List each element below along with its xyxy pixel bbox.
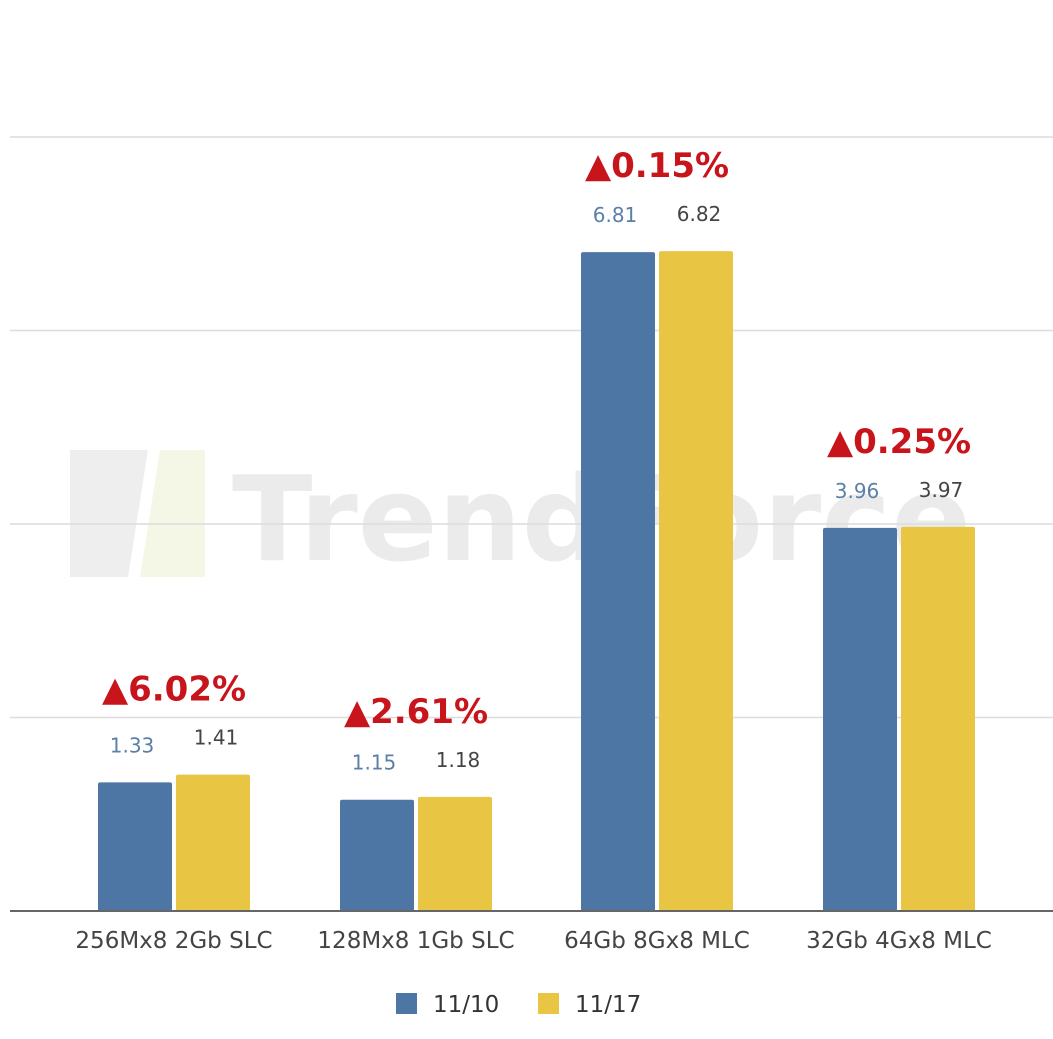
bar (98, 782, 172, 911)
legend-label: 11/10 (433, 992, 499, 1018)
change-label: ▲0.15% (585, 146, 729, 186)
legend-swatch (538, 993, 559, 1014)
bar (418, 796, 492, 911)
data-label: 1.33 (110, 733, 155, 757)
change-label: ▲6.02% (102, 670, 246, 710)
bar (659, 251, 733, 912)
data-label: 1.18 (436, 748, 481, 772)
change-label: ▲2.61% (344, 692, 488, 732)
bar (823, 527, 897, 911)
data-label: 1.15 (352, 751, 397, 775)
data-label: 6.81 (593, 203, 638, 227)
change-label: ▲0.25% (827, 422, 971, 462)
bar (581, 252, 655, 911)
legend-swatch (396, 993, 417, 1014)
bar (901, 526, 975, 911)
x-tick-label: 32Gb 4Gx8 MLC (806, 928, 992, 954)
x-tick-label: 64Gb 8Gx8 MLC (564, 928, 750, 954)
data-label: 3.96 (835, 479, 880, 503)
bar (340, 799, 414, 911)
bar (176, 774, 250, 911)
watermark-logo-right (140, 450, 205, 577)
data-label: 1.41 (194, 726, 239, 750)
data-label: 3.97 (919, 478, 964, 502)
watermark-logo-left (70, 450, 148, 577)
x-tick-label: 256Mx8 2Gb SLC (75, 928, 272, 954)
legend-label: 11/17 (575, 992, 641, 1018)
x-tick-label: 128Mx8 1Gb SLC (317, 928, 514, 954)
data-label: 6.82 (677, 202, 722, 226)
